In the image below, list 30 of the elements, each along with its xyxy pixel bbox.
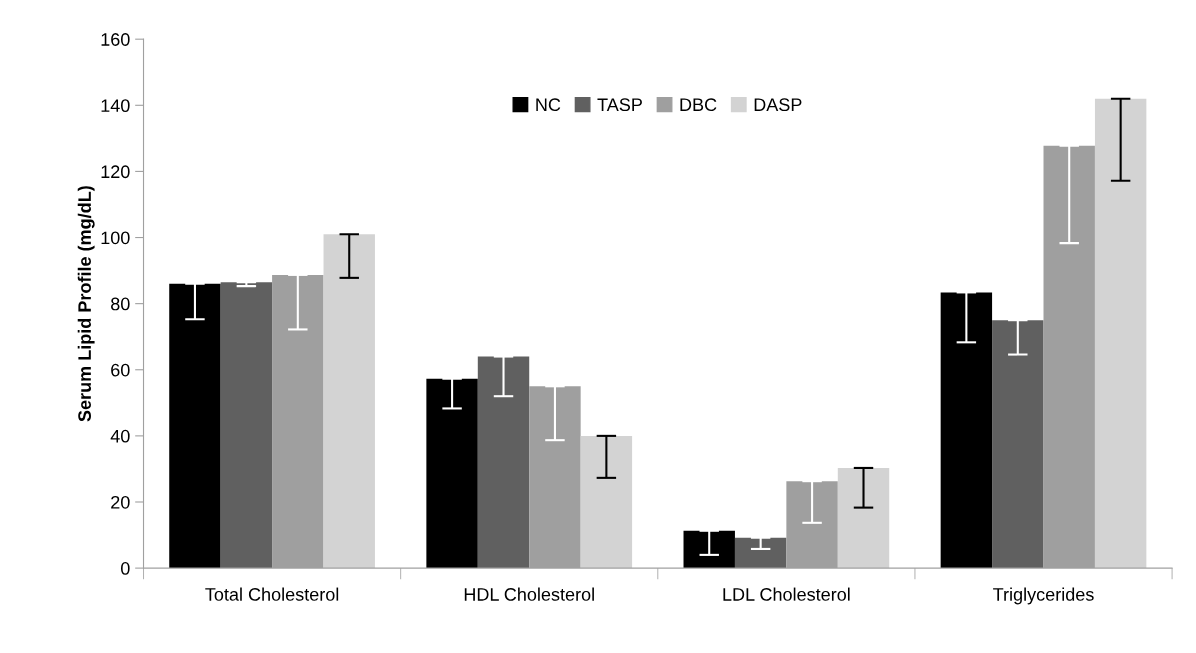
x-tick-label: LDL Cholesterol — [723, 587, 850, 601]
bar — [169, 283, 221, 569]
legend-label: NC — [536, 98, 561, 112]
bar — [683, 530, 735, 569]
x-tick-label: Total Cholesterol — [205, 587, 339, 601]
y-tick-label: 80 — [111, 297, 130, 311]
y-axis-title: Serum Lipid Profile (mg/dL) — [77, 186, 95, 422]
bar — [940, 292, 993, 569]
bar — [580, 435, 633, 569]
legend-label: DBC — [680, 98, 717, 112]
y-tick-label: 160 — [101, 33, 130, 46]
y-tick-label: 120 — [101, 165, 130, 179]
bar — [734, 537, 787, 569]
legend-label: DASP — [754, 98, 802, 112]
legend-label: TASP — [597, 98, 642, 112]
y-tick-label: 40 — [110, 429, 130, 443]
x-tick-label: HDL Cholesterol — [464, 587, 594, 601]
y-tick-label: 60 — [111, 363, 130, 377]
bar — [323, 234, 375, 569]
bar — [1094, 98, 1147, 569]
bar — [477, 356, 530, 569]
bar — [426, 378, 478, 569]
bar — [992, 320, 1044, 569]
bar — [837, 467, 890, 569]
y-tick-label: 0 — [120, 562, 130, 575]
y-tick-label: 140 — [101, 99, 130, 113]
y-tick-label: 20 — [111, 495, 130, 509]
x-tick-label: Triglycerides — [993, 587, 1094, 605]
y-tick-label: 100 — [101, 231, 130, 245]
bar — [220, 282, 273, 569]
